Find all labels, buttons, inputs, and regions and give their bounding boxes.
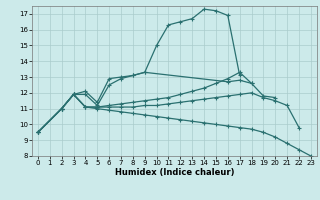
X-axis label: Humidex (Indice chaleur): Humidex (Indice chaleur) — [115, 168, 234, 177]
